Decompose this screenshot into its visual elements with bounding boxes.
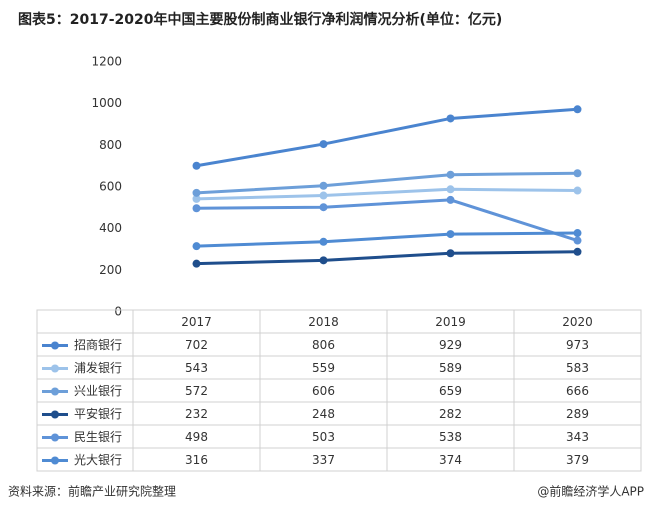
data-point [319,203,328,212]
table-value: 337 [312,453,335,467]
table-value: 559 [312,361,335,375]
table-value: 702 [185,338,208,352]
series-line [196,171,578,195]
data-point [319,237,328,246]
data-point [573,247,582,256]
series-line [196,198,578,242]
data-point [192,161,201,170]
table-value: 538 [439,430,462,444]
y-tick-label: 1200 [91,55,122,69]
chart-title: 图表5：2017-2020年中国主要股份制商业银行净利润情况分析(单位：亿元) [18,11,502,28]
y-tick-label: 400 [99,221,122,235]
table-value: 343 [566,430,589,444]
data-point [573,169,582,178]
credit-note: @前瞻经济学人APP [537,484,644,499]
legend-marker [51,456,59,465]
data-point [446,185,455,194]
x-tick-label: 2019 [435,315,466,329]
table-value: 503 [312,430,335,444]
table-value: 572 [185,384,208,398]
data-point [319,256,328,265]
legend-marker [51,410,59,419]
table-value: 248 [312,407,335,421]
data-point [446,114,455,123]
source-note: 资料来源：前瞻产业研究院整理 [8,484,176,499]
table-value: 232 [185,407,208,421]
table-value: 316 [185,453,208,467]
table-value: 289 [566,407,589,421]
legend-label: 平安银行 [74,406,122,421]
data-point [192,259,201,268]
y-tick-label: 200 [99,263,122,277]
y-tick-label: 600 [99,180,122,194]
table-value: 374 [439,453,462,467]
series-line [196,231,578,248]
series-line [196,187,578,201]
data-point [573,229,582,238]
data-point [192,188,201,197]
legend-label: 浦发银行 [74,360,122,375]
table-border [36,309,642,472]
legend-marker [51,433,59,442]
data-point [446,249,455,258]
legend-label: 光大银行 [74,453,122,467]
legend-marker [51,341,59,350]
data-point [319,140,328,149]
data-point [192,242,201,251]
table-value: 666 [566,384,589,398]
y-tick-label: 0 [114,305,122,319]
series-line [196,107,578,168]
data-point [192,194,201,203]
legend-marker [51,387,59,396]
table-value: 282 [439,407,462,421]
data-point [446,230,455,239]
data-point [573,236,582,245]
x-tick-label: 2017 [181,315,212,329]
table-value: 929 [439,338,462,352]
table-value: 806 [312,338,335,352]
data-point [573,186,582,195]
table-value: 379 [566,453,589,467]
legend-label: 兴业银行 [74,384,122,398]
data-point [446,170,455,179]
data-point [319,191,328,200]
data-point [446,195,455,204]
series-line [196,250,578,266]
data-point [319,181,328,190]
legend-marker [51,364,59,373]
y-tick-label: 1000 [91,96,122,110]
table-value: 498 [185,430,208,444]
table-value: 589 [439,361,462,375]
legend-label: 招商银行 [74,337,122,352]
data-point [573,105,582,114]
x-tick-label: 2020 [562,315,593,329]
data-point [192,204,201,213]
x-tick-label: 2018 [308,315,339,329]
table-value: 583 [566,361,589,375]
table-value: 973 [566,338,589,352]
table-value: 659 [439,384,462,398]
legend-label: 民生银行 [74,430,122,444]
y-tick-label: 800 [99,138,122,152]
table-value: 606 [312,384,335,398]
table-value: 543 [185,361,208,375]
